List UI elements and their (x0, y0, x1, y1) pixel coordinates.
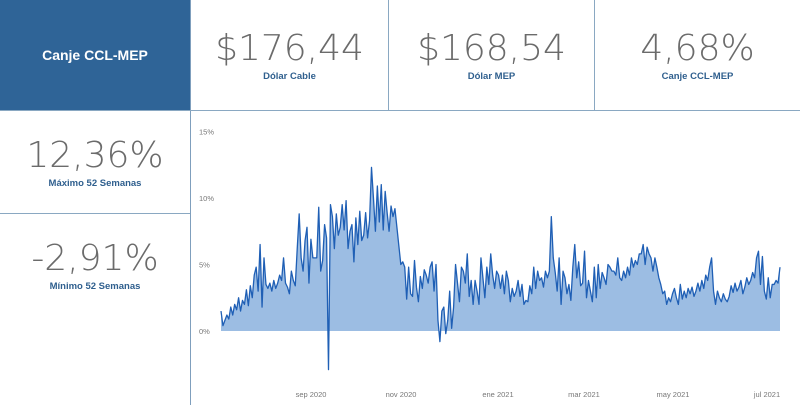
canje-chart: 15% 10% 5% 0% sep 2020 nov 2020 ene 2021 mar 20… (191, 111, 800, 405)
y-tick-label: 15% (199, 128, 214, 137)
divider (190, 0, 191, 405)
x-tick-label: ene 2021 (482, 390, 513, 399)
kpi-dolar-cable: $176,44 Dólar Cable (191, 0, 388, 110)
title-card: Canje CCL-MEP (0, 0, 190, 110)
kpi-min-52-weeks: -2,91% Mínimo 52 Semanas (0, 215, 190, 315)
kpi-dolar-mep: $168,54 Dólar MEP (389, 0, 594, 110)
x-tick-label: may 2021 (657, 390, 690, 399)
divider (0, 213, 190, 214)
dolar-cable-label: Dólar Cable (263, 70, 316, 82)
series-line (220, 166, 781, 371)
y-tick-label: 10% (199, 194, 214, 203)
canje-value: 4,68% (640, 27, 755, 69)
dolar-mep-value: $168,54 (417, 27, 566, 69)
kpi-max-52-weeks: 12,36% Máximo 52 Semanas (0, 111, 190, 213)
kpi-canje: 4,68% Canje CCL-MEP (595, 0, 800, 110)
min-52-label: Mínimo 52 Semanas (49, 280, 141, 292)
x-tick-label: sep 2020 (296, 390, 327, 399)
divider (594, 0, 595, 110)
x-tick-label: jul 2021 (753, 390, 780, 399)
divider (388, 0, 389, 110)
x-tick-label: mar 2021 (568, 390, 600, 399)
y-tick-label: 0% (199, 327, 210, 336)
dolar-mep-label: Dólar MEP (467, 70, 516, 82)
y-tick-label: 5% (199, 261, 210, 270)
area-fill (221, 167, 780, 370)
title: Canje CCL-MEP (42, 47, 148, 63)
divider (0, 110, 800, 111)
canje-area-chart: 15% 10% 5% 0% sep 2020 nov 2020 ene 2021 mar 20… (199, 128, 781, 399)
canje-label: Canje CCL-MEP (661, 70, 734, 82)
min-52-value: -2,91% (31, 237, 159, 279)
x-tick-label: nov 2020 (386, 390, 417, 399)
max-52-value: 12,36% (26, 134, 164, 176)
dolar-cable-value: $176,44 (215, 27, 364, 69)
max-52-label: Máximo 52 Semanas (48, 177, 142, 189)
